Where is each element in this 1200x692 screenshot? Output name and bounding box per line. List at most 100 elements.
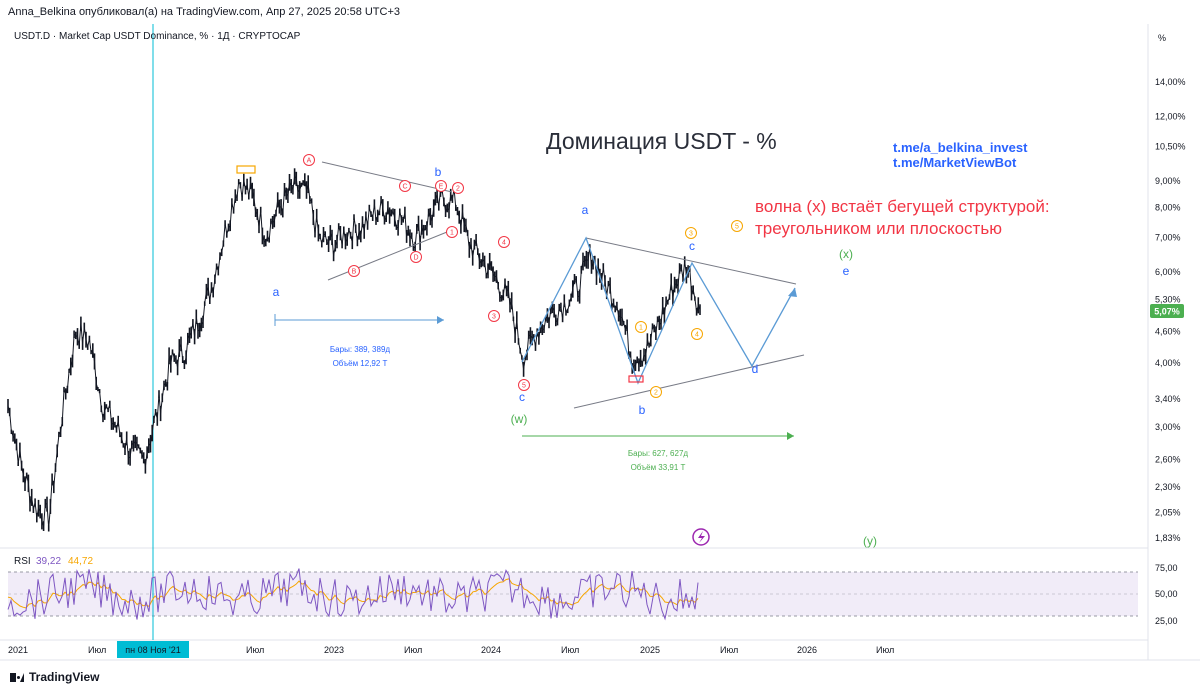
wave-note-line1: волна (x) встаёт бегущей структурой: xyxy=(755,197,1050,216)
wave-label-red-8 xyxy=(498,236,510,248)
footer: TradingView xyxy=(10,670,99,684)
tradingview-logo-icon xyxy=(10,672,24,682)
price-tick-label: 4,00% xyxy=(1155,358,1181,368)
price-tick-label: 2,60% xyxy=(1155,454,1181,464)
wave-label-red-8-text: 4 xyxy=(502,240,506,247)
price-axis[interactable]: 14,00% 12,00% 10,50% 9,00% 8,00% 7,00% 6,00% 5,… xyxy=(1155,77,1186,543)
footer-brand[interactable]: TradingView xyxy=(29,670,100,684)
price-unit: % xyxy=(1158,33,1166,43)
wave-label-green-2: (y) xyxy=(863,534,877,548)
wave-label-red-5-text: 1 xyxy=(450,230,454,237)
measure2-bars: Бары: 627, 627д xyxy=(627,449,689,458)
time-tick-label: Июл xyxy=(561,645,579,655)
crosshair-date-text: пн 08 Ноя '21 xyxy=(125,645,180,655)
price-tick-label: 10,50% xyxy=(1155,142,1186,152)
rsi-line xyxy=(7,568,699,621)
triangle-upper-2 xyxy=(585,237,797,285)
time-tick-label: 2024 xyxy=(481,645,501,655)
wave-label-blue-1: b xyxy=(435,165,442,179)
price-tick-label: 6,00% xyxy=(1155,267,1181,277)
measure1-arrowhead xyxy=(437,316,444,324)
marker-box-orange xyxy=(236,165,256,174)
wave-label-red-3 xyxy=(410,251,422,263)
measure2-arrowhead xyxy=(787,432,794,440)
wave-label-green-1: (x) xyxy=(839,247,853,261)
wave-label-blue-5: c xyxy=(689,239,695,253)
publisher-line: Anna_Belkina опубликовал(а) на TradingVi… xyxy=(8,6,401,18)
wave-label-orange-3-text: 4 xyxy=(695,332,699,339)
rsi-tick-label: 50,00 xyxy=(1155,589,1178,599)
wave-label-red-0-text: A xyxy=(307,158,312,165)
price-tick-label: 5,30% xyxy=(1155,295,1181,305)
rsi-value-2: 44,72 xyxy=(68,556,93,567)
wave-label-red-4-text: E xyxy=(439,184,444,191)
wave-label-orange-1 xyxy=(650,386,662,398)
link-telegram-channel[interactable]: t.me/a_belkina_invest xyxy=(893,140,1028,155)
measure1-label: Бары: 389, 389д Объём 12,92 Т xyxy=(300,343,420,371)
wave-label-red-6-text: 2 xyxy=(456,186,460,193)
wave-label-red-7-text: 3 xyxy=(492,314,496,321)
wave-label-red-5 xyxy=(446,226,458,238)
price-tick-label: 14,00% xyxy=(1155,77,1186,87)
time-tick-label: Июл xyxy=(876,645,894,655)
link-telegram-bot[interactable]: t.me/MarketViewBot xyxy=(893,155,1017,170)
wave-label-red-7 xyxy=(488,310,500,322)
triangle-upper-1 xyxy=(321,161,453,193)
instrument-legend: USDT.D · Market Cap USDT Dominance, % · … xyxy=(14,31,301,42)
wave-label-orange-3 xyxy=(691,328,703,340)
wave-label-orange-2 xyxy=(685,227,697,239)
price-line xyxy=(7,175,701,529)
price-tick-label: 1,83% xyxy=(1155,533,1181,543)
lightning-icon[interactable] xyxy=(692,528,710,546)
current-value-badge xyxy=(1150,304,1184,318)
time-tick-label: 2025 xyxy=(640,645,660,655)
wave-note: волна (x) встаёт бегущей структурой: тре… xyxy=(755,196,1050,240)
measure2-label: Бары: 627, 627д Объём 33,91 Т xyxy=(598,447,718,475)
wave-label-orange-0 xyxy=(635,321,647,333)
wave-labels: A B C D E 1 2 3 4 5 1 2 3 4 5 a b c a b c d e (w) (x) (y) xyxy=(273,154,877,548)
time-tick-label: Июл xyxy=(88,645,106,655)
time-tick-label: 2026 xyxy=(797,645,817,655)
price-tick-label: 8,00% xyxy=(1155,202,1181,212)
price-tick-label: 4,60% xyxy=(1155,326,1181,336)
wave-label-blue-4: b xyxy=(639,403,646,417)
wave-label-orange-0-text: 1 xyxy=(639,325,643,332)
rsi-tick-label: 75,00 xyxy=(1155,563,1178,573)
wave-label-orange-1-text: 2 xyxy=(654,390,658,397)
current-value-text: 5,07% xyxy=(1154,307,1180,317)
price-tick-label: 3,00% xyxy=(1155,422,1181,432)
wave-label-red-0 xyxy=(303,154,315,166)
price-tick-label: 3,40% xyxy=(1155,394,1181,404)
links-block: t.me/a_belkina_invest t.me/MarketViewBot xyxy=(893,140,1027,170)
wave-label-orange-2-text: 3 xyxy=(689,231,693,238)
wave-label-red-9-text: 5 xyxy=(522,383,526,390)
wave-label-blue-7: e xyxy=(843,264,850,278)
time-tick-label: 2021 xyxy=(8,645,28,655)
rsi-label: RSI xyxy=(14,556,31,567)
wave-label-blue-0: a xyxy=(273,285,280,299)
wave-label-blue-2: c xyxy=(519,390,525,404)
wave-label-red-4 xyxy=(435,180,447,192)
price-tick-label: 9,00% xyxy=(1155,176,1181,186)
time-tick-label: 2023 xyxy=(324,645,344,655)
measure2-volume: Объём 33,91 Т xyxy=(630,463,686,472)
wave-label-red-9 xyxy=(518,379,530,391)
price-tick-label: 12,00% xyxy=(1155,112,1186,122)
time-axis[interactable]: 2021 Июл Июл 2023 Июл 2024 Июл 2025 Июл 2026 Июл xyxy=(8,645,894,655)
rsi-tick-label: 25,00 xyxy=(1155,616,1178,626)
rsi-value-1: 39,22 xyxy=(36,556,61,567)
time-tick-label: Июл xyxy=(246,645,264,655)
wave-label-red-1-text: B xyxy=(352,269,357,276)
chart-title: Доминация USDT - % xyxy=(546,128,777,154)
measure1-volume: Объём 12,92 Т xyxy=(332,359,388,368)
wave-label-orange-4-text: 5 xyxy=(735,224,739,231)
rsi-axis: 75,00 50,00 25,00 xyxy=(1155,563,1178,626)
wave-label-red-2-text: C xyxy=(402,184,407,191)
crosshair-date-badge xyxy=(117,641,189,658)
wave-label-green-0: (w) xyxy=(511,412,528,426)
wave-label-orange-4 xyxy=(731,220,743,232)
time-tick-label: Июл xyxy=(720,645,738,655)
wave-note-line2: треугольником или плоскостью xyxy=(755,219,1002,238)
wave-label-blue-6: d xyxy=(752,362,759,376)
